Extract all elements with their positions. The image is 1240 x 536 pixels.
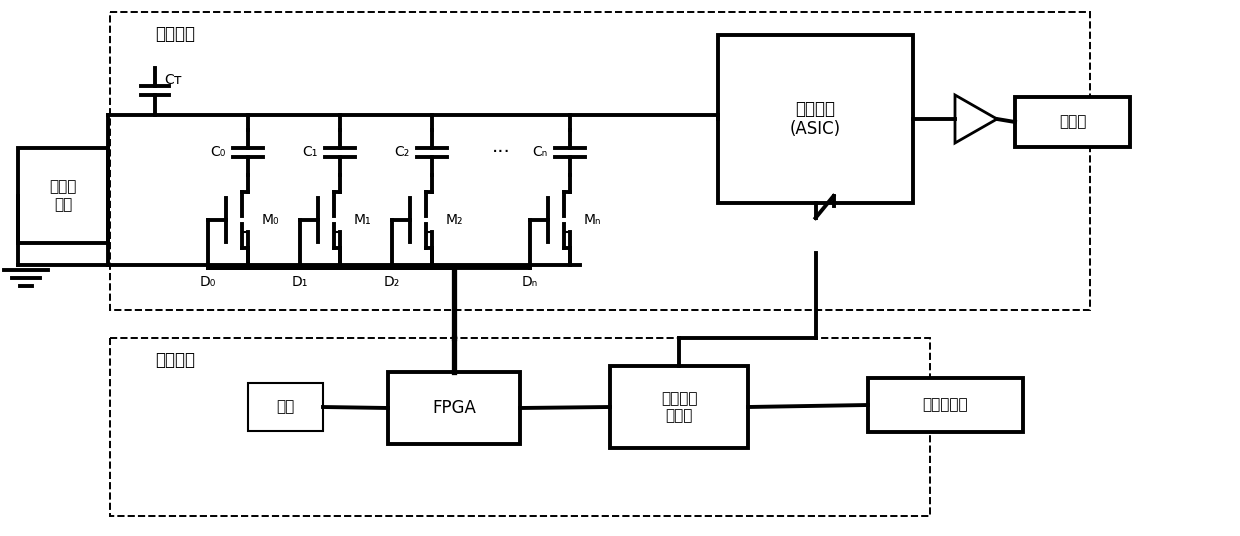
Text: D₀: D₀	[200, 275, 216, 289]
Text: Cᴛ: Cᴛ	[164, 73, 182, 87]
Bar	[110, 12, 1090, 310]
Text: M₀: M₀	[262, 213, 279, 227]
Bar	[388, 372, 520, 444]
Text: FPGA: FPGA	[432, 399, 476, 417]
Text: 高精度电源: 高精度电源	[923, 398, 968, 413]
Text: 晶振: 晶振	[277, 399, 295, 414]
Text: C₁: C₁	[303, 145, 317, 160]
Bar	[610, 366, 748, 448]
Bar	[248, 383, 322, 431]
Bar	[19, 148, 108, 243]
Bar	[110, 338, 930, 516]
Text: M₂: M₂	[445, 213, 463, 227]
Text: 测试子板: 测试子板	[155, 25, 195, 43]
Text: ···: ···	[491, 143, 511, 162]
Text: D₂: D₂	[384, 275, 401, 289]
Text: D₁: D₁	[291, 275, 309, 289]
Text: 被测芯片
(ASIC): 被测芯片 (ASIC)	[790, 100, 841, 138]
Text: 电源及偏
置产生: 电源及偏 置产生	[661, 391, 697, 423]
Text: C₀: C₀	[211, 145, 226, 160]
Text: M₁: M₁	[353, 213, 371, 227]
Text: 信号发
生器: 信号发 生器	[50, 180, 77, 212]
Text: C₂: C₂	[394, 145, 409, 160]
Bar	[1016, 97, 1130, 147]
Text: 测试母板: 测试母板	[155, 351, 195, 369]
Text: Mₙ: Mₙ	[583, 213, 600, 227]
Bar	[868, 378, 1023, 432]
Text: 示波器: 示波器	[1059, 115, 1086, 130]
Text: Cₙ: Cₙ	[532, 145, 548, 160]
Text: Dₙ: Dₙ	[522, 275, 538, 289]
Polygon shape	[955, 95, 997, 143]
Bar	[718, 35, 913, 203]
